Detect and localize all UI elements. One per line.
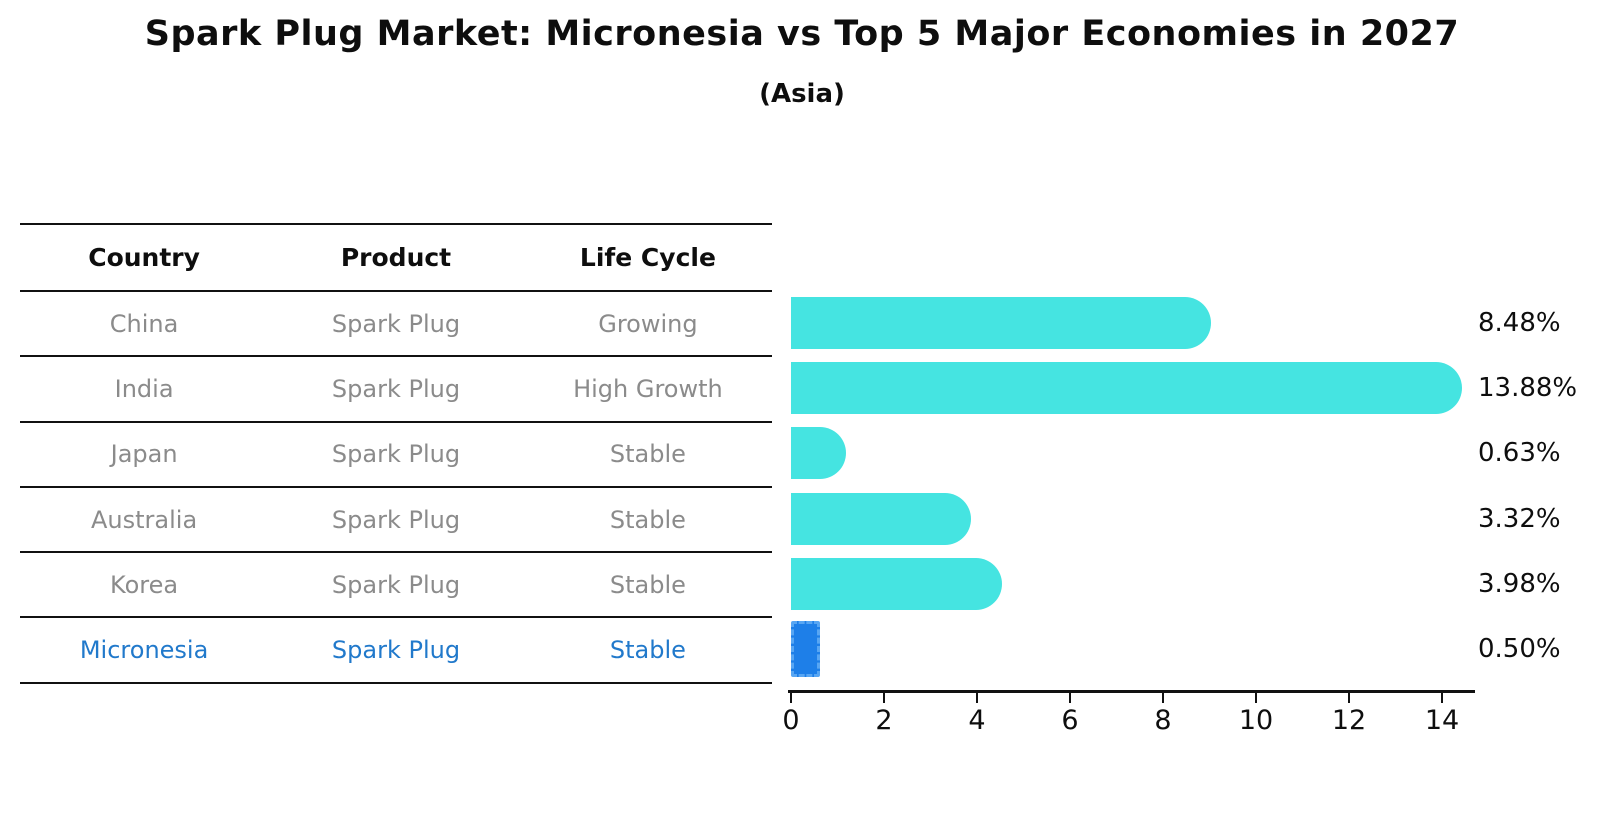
bar-korea [791,557,1003,610]
x-tick-label: 4 [968,705,986,736]
column-header-product: Product [340,243,452,272]
life-cycle-cell: Growing [598,309,698,338]
product-cell: Spark Plug [331,440,461,469]
life-cycle-cell: Stable [609,440,686,469]
bar-row [791,617,1472,682]
x-tick-label: 0 [782,705,800,736]
x-tick-label: 14 [1424,705,1460,736]
country-cell: China [109,309,179,338]
bar-row [791,551,1472,616]
table-row: India Spark Plug High Growth [20,357,772,423]
column-header-life-cycle: Life Cycle [579,243,716,272]
bar-row [791,355,1472,420]
product-cell: Spark Plug [331,505,461,534]
country-cell: Korea [110,570,179,599]
x-tick-mark [1162,693,1164,703]
table-header-row: Country Product Life Cycle [20,225,772,292]
x-tick-mark [1255,693,1257,703]
bar-row [791,421,1472,486]
bar-row [791,290,1472,355]
life-cycle-cell: Stable [609,505,686,534]
summary-table: Country Product Life Cycle China Spark P… [20,223,772,684]
product-cell: Spark Plug [331,309,461,338]
x-tick-mark [1069,693,1071,703]
table-row: Australia Spark Plug Stable [20,488,772,554]
x-tick-mark [976,693,978,703]
value-label: 0.50% [1478,634,1561,665]
x-tick-label: 12 [1331,705,1367,736]
life-cycle-cell: Stable [609,636,686,665]
x-tick-mark [1441,693,1443,703]
x-tick-mark [883,693,885,703]
x-tick-mark [1348,693,1350,703]
value-label-column: 8.48% 13.88% 0.63% 3.32% 3.98% 0.50% [1478,290,1604,682]
value-label: 0.63% [1478,438,1561,469]
life-cycle-cell: Stable [609,570,686,599]
bar-japan [791,427,847,480]
value-label: 8.48% [1478,307,1561,338]
country-cell: Japan [110,440,178,469]
country-cell: Australia [90,505,198,534]
chart-title: Spark Plug Market: Micronesia vs Top 5 M… [144,14,1460,54]
value-label: 13.88% [1478,372,1578,403]
country-cell: Micronesia [79,636,209,665]
value-label: 3.98% [1478,568,1561,599]
x-tick-label: 10 [1238,705,1274,736]
product-cell: Spark Plug [331,636,461,665]
life-cycle-cell: High Growth [573,374,723,403]
chart-subtitle: (Asia) [759,79,845,109]
value-label: 3.32% [1478,503,1561,534]
bar-chart-plot-area [791,290,1472,682]
x-tick-label: 2 [875,705,893,736]
bar-row [791,486,1472,551]
table-row: China Spark Plug Growing [20,292,772,358]
country-cell: India [114,374,174,403]
bar-india [791,361,1463,414]
x-tick-label: 6 [1061,705,1079,736]
x-tick-label: 8 [1154,705,1172,736]
column-header-country: Country [88,243,200,272]
product-cell: Spark Plug [331,570,461,599]
x-axis: 0 2 4 6 8 10 12 14 [782,690,1475,750]
table-row-highlighted: Micronesia Spark Plug Stable [20,618,772,684]
x-tick-mark [790,693,792,703]
table-row: Korea Spark Plug Stable [20,553,772,619]
bar-micronesia [791,621,821,678]
bar-australia [791,492,972,545]
bar-china [791,296,1212,349]
x-axis-spine [788,690,1475,693]
table-row: Japan Spark Plug Stable [20,423,772,488]
product-cell: Spark Plug [331,374,461,403]
